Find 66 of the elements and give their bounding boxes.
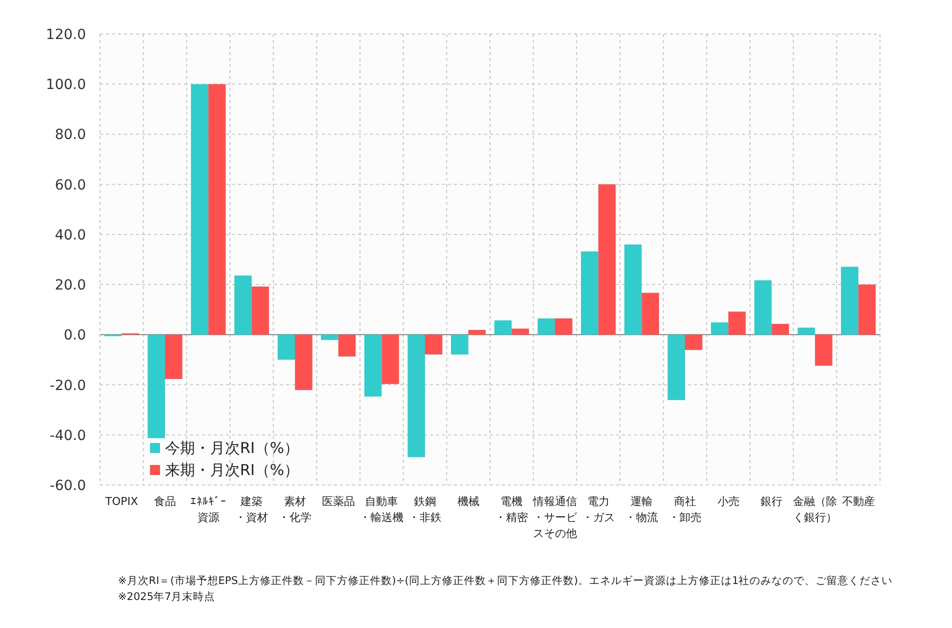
y-tick-label: 40.0 xyxy=(54,227,86,244)
x-tick-label: 素材・化学 xyxy=(278,495,312,524)
bar xyxy=(581,251,598,335)
x-tick-label: 電力・ガス xyxy=(582,495,615,524)
bar xyxy=(278,334,295,360)
bar xyxy=(148,334,165,438)
bar xyxy=(252,286,269,335)
bar xyxy=(754,280,772,335)
bar xyxy=(208,84,226,335)
y-tick-label: 120.0 xyxy=(46,27,86,43)
x-tick-label: 自動車・輸送機 xyxy=(360,495,404,524)
x-tick-label: 運輸・物流 xyxy=(625,495,658,524)
y-tick-label: 80.0 xyxy=(54,127,86,144)
bar xyxy=(468,330,486,335)
bar xyxy=(728,312,746,335)
x-tick-label: 食品 xyxy=(154,495,176,508)
y-tick-label: 0.0 xyxy=(64,328,86,344)
y-tick-label: -40.0 xyxy=(50,428,86,444)
x-tick-label: 医薬品 xyxy=(322,495,355,508)
x-tick-label: 電機・精密 xyxy=(495,495,528,524)
bar xyxy=(798,328,815,335)
bar xyxy=(382,334,399,384)
bar xyxy=(234,276,252,335)
bar xyxy=(338,334,356,356)
y-tick-label: -60.0 xyxy=(50,478,86,494)
x-tick-label: 情報通信・サービスその他 xyxy=(532,495,578,540)
bar xyxy=(668,334,685,400)
x-tick-label: 不動産 xyxy=(842,495,875,508)
bar xyxy=(815,334,832,366)
bar xyxy=(538,318,555,335)
text: ※月次RI＝(市場予想EPS上方修正件数－同下方修正件数)÷(同上方修正件数＋同下方修正件数)。エネルギー資源は上方修正は1社のみなので、ご留意ください xyxy=(118,574,893,587)
bar xyxy=(165,334,182,380)
y-tick-label: 20.0 xyxy=(54,278,86,294)
x-tick-label: ｴﾈﾙｷﾞｰ資源 xyxy=(190,495,226,524)
x-tick-label: 鉄鋼・非鉄 xyxy=(408,495,442,524)
bar xyxy=(364,334,382,397)
x-tick-label: 金融（除く銀行） xyxy=(793,495,837,524)
bar xyxy=(642,292,659,335)
bar xyxy=(555,318,572,335)
bar xyxy=(841,266,858,335)
x-tick-label: 商社・卸売 xyxy=(668,495,702,524)
bar xyxy=(858,284,876,335)
legend-label: 今期・月次RI（%） xyxy=(165,439,300,457)
legend-label: 来期・月次RI（%） xyxy=(165,461,300,479)
y-tick-label: 60.0 xyxy=(54,177,86,194)
x-tick-label: TOPIX xyxy=(104,495,139,508)
bar xyxy=(711,322,728,335)
bar xyxy=(321,334,338,340)
bar xyxy=(191,84,208,335)
bar xyxy=(624,244,642,335)
bar xyxy=(408,334,425,458)
bar xyxy=(425,334,442,354)
bar xyxy=(494,320,512,335)
y-tick-label: 100.0 xyxy=(46,77,86,94)
bar xyxy=(598,184,616,335)
x-tick-label: 機械 xyxy=(457,495,480,508)
bar xyxy=(512,328,529,335)
bar xyxy=(685,334,702,350)
x-tick-label: 小売 xyxy=(717,495,740,508)
x-tick-label: 銀行 xyxy=(760,495,783,508)
text: ※2025年7月末時点 xyxy=(118,590,216,603)
bar xyxy=(295,334,312,390)
bar xyxy=(451,334,468,354)
x-tick-label: 建築・資材 xyxy=(235,495,268,524)
y-tick-label: -20.0 xyxy=(50,378,86,394)
bar xyxy=(772,324,789,335)
